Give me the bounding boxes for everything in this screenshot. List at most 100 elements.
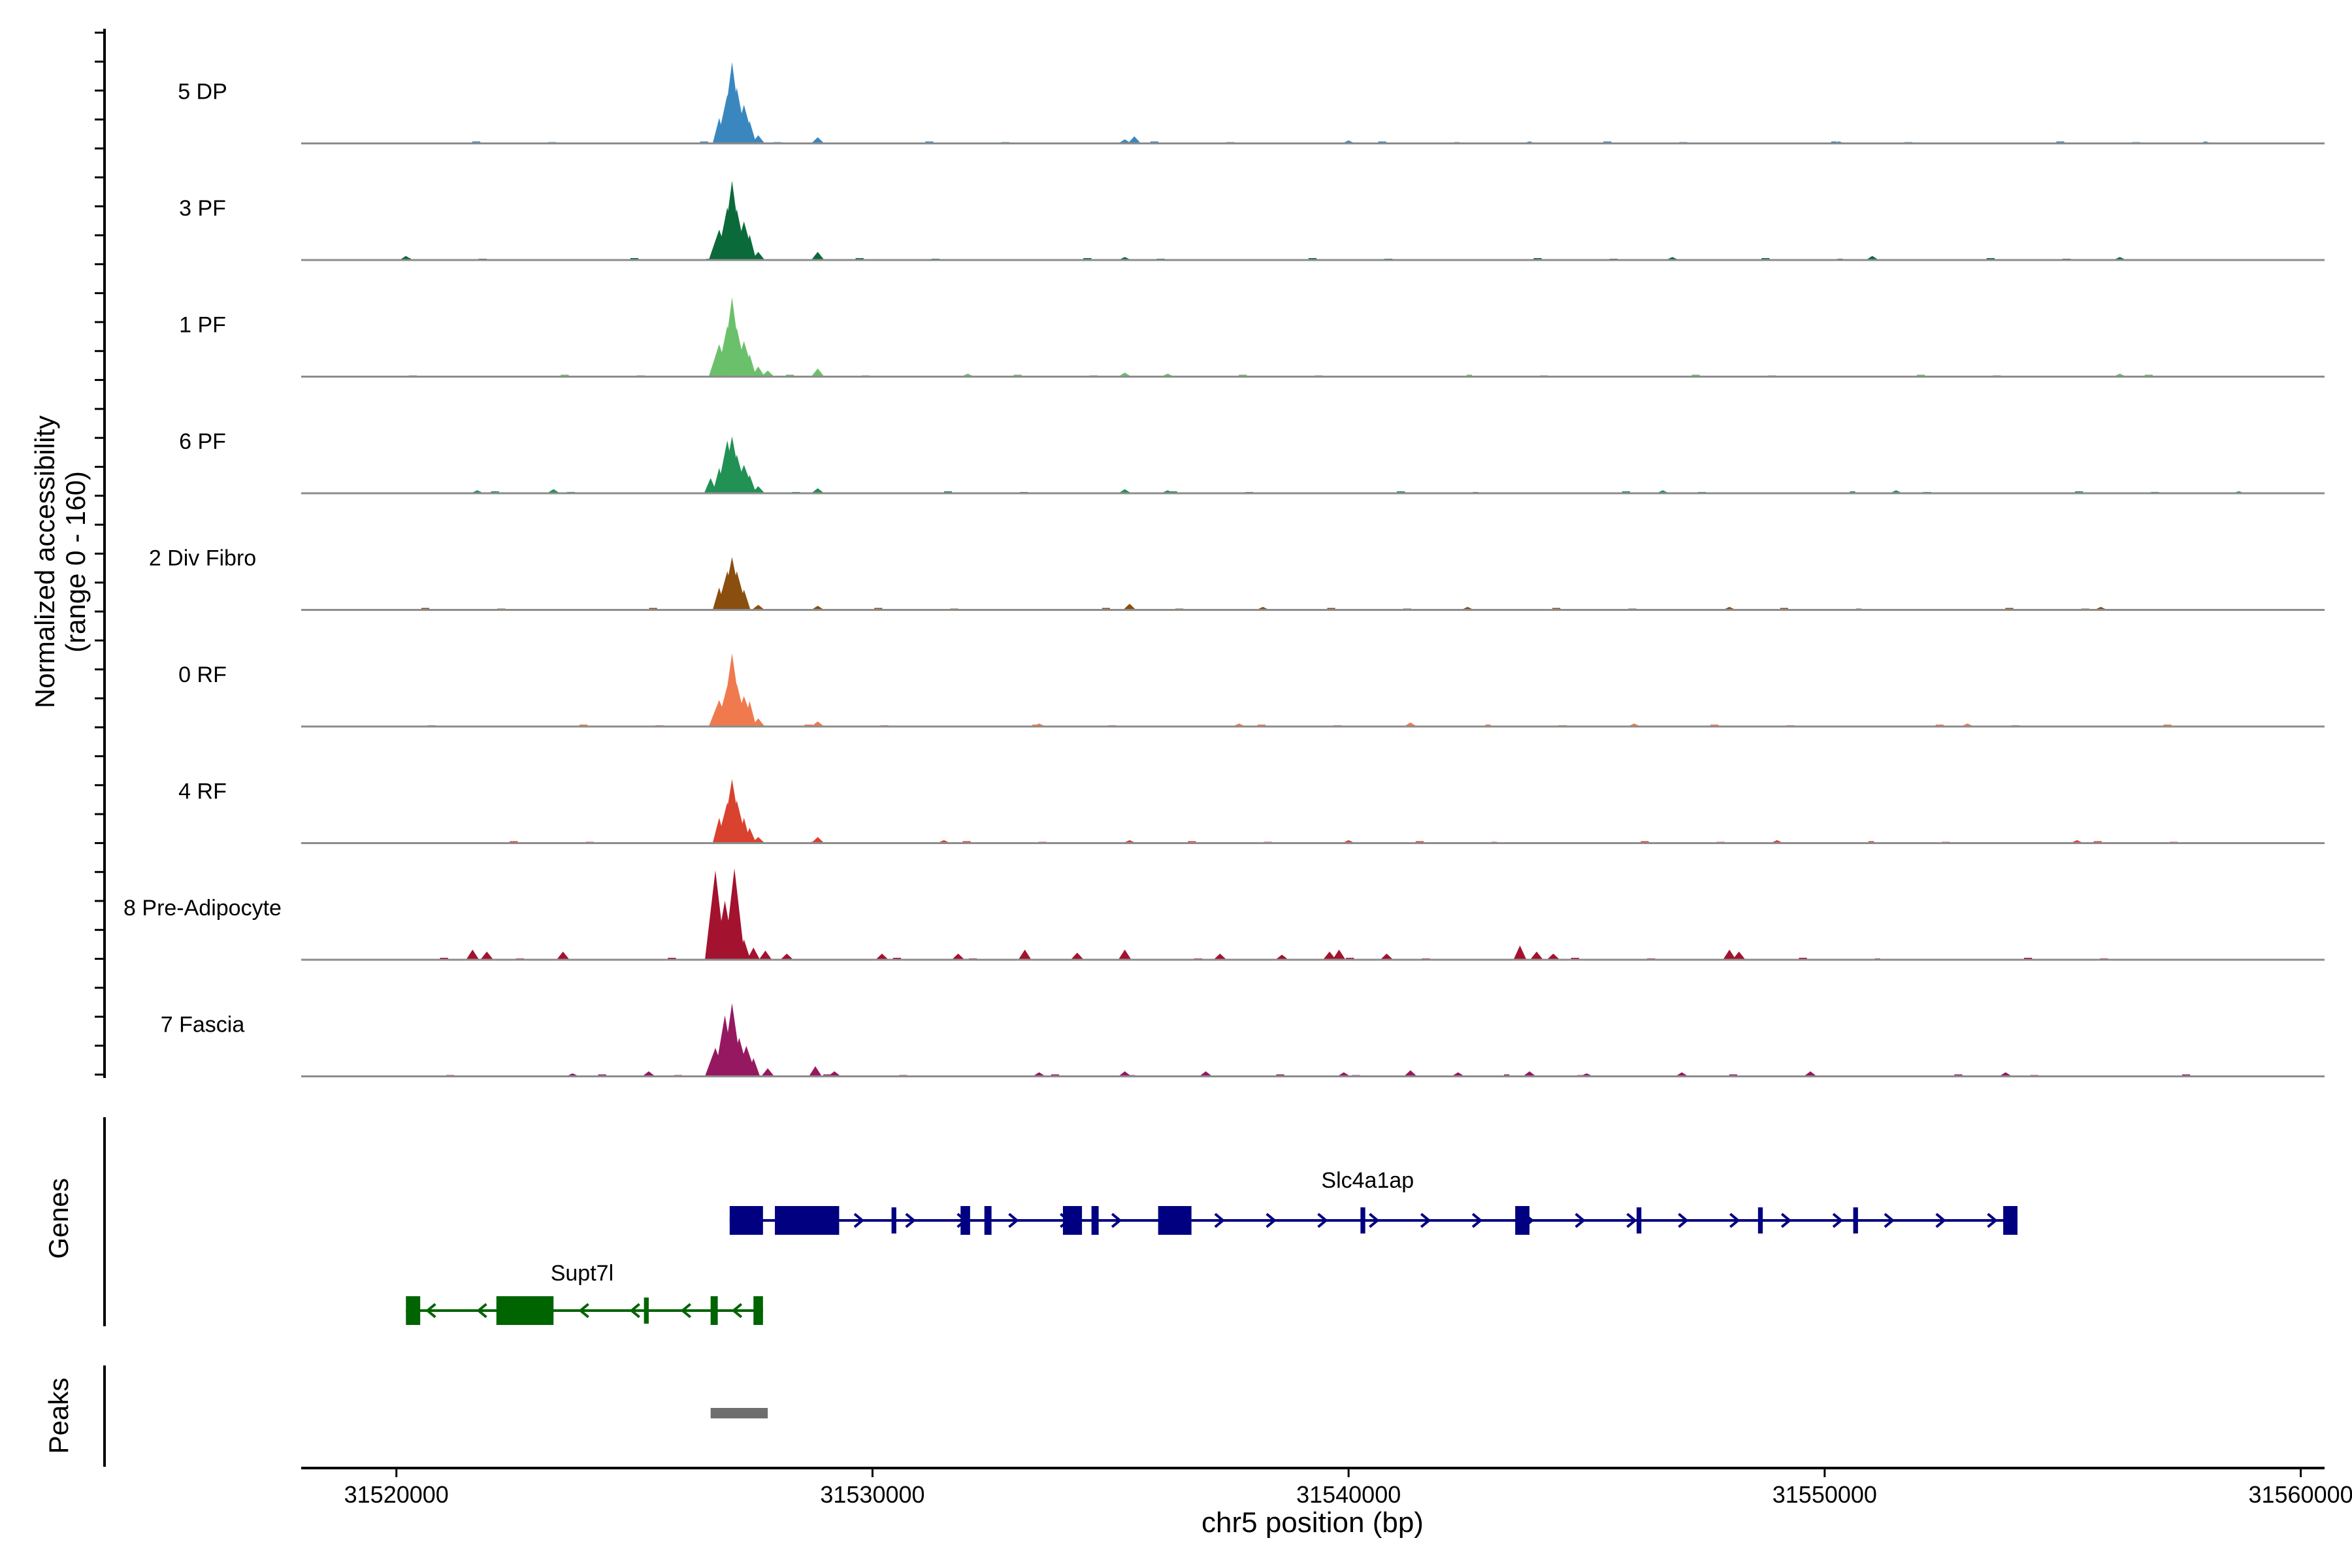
coverage-peak bbox=[1451, 1072, 1465, 1077]
coverage-peak bbox=[1323, 951, 1337, 960]
strand-chevron-icon bbox=[1729, 1213, 1740, 1228]
track-label: 1 PF bbox=[179, 313, 226, 338]
coverage-peak bbox=[751, 486, 765, 493]
coverage-peak bbox=[1380, 953, 1394, 960]
peaks-panel-label: Peaks bbox=[43, 1378, 74, 1454]
coverage-peak bbox=[1275, 955, 1289, 960]
gene-label: Slc4a1ap bbox=[1321, 1168, 1414, 1193]
peak-regions bbox=[710, 1408, 768, 1418]
gene-exon bbox=[891, 1207, 896, 1233]
gene-exon bbox=[775, 1206, 840, 1235]
gene-slc4a1ap: Slc4a1ap bbox=[729, 1168, 2017, 1235]
strand-chevron-icon bbox=[1575, 1213, 1586, 1228]
coverage-peak bbox=[1337, 1072, 1350, 1077]
coverage-peak bbox=[751, 718, 765, 727]
coverage-peak bbox=[761, 370, 775, 377]
coverage-peak bbox=[1032, 1072, 1046, 1077]
coverage-peak bbox=[1128, 136, 1141, 144]
track-7-fascia: 7 Fascia bbox=[161, 1003, 2325, 1077]
strand-chevron-icon bbox=[629, 1303, 640, 1318]
strand-chevron-icon bbox=[578, 1303, 589, 1318]
track-label: 8 Pre-Adipocyte bbox=[123, 896, 282, 921]
coverage-peak bbox=[399, 255, 413, 260]
coverage-peak bbox=[743, 828, 757, 843]
coverage-peak bbox=[743, 475, 757, 493]
strand-chevron-icon bbox=[1111, 1213, 1122, 1228]
track-2-div-fibro: 2 Div Fibro bbox=[149, 546, 2325, 611]
track-label: 2 Div Fibro bbox=[149, 546, 256, 571]
gene-exon bbox=[1637, 1207, 1642, 1233]
coverage-peak bbox=[1118, 1071, 1132, 1077]
peak-region-bar bbox=[710, 1408, 768, 1418]
coverage-peak bbox=[1332, 949, 1346, 960]
coverage-peak bbox=[1523, 1071, 1537, 1077]
track-8-pre-adipocyte: 8 Pre-Adipocyte bbox=[123, 868, 2325, 961]
strand-chevron-icon bbox=[1266, 1213, 1277, 1228]
x-axis-ticks: 31520000 31530000 31540000 31550000 31560000 bbox=[344, 1468, 2352, 1508]
gene-exon bbox=[710, 1296, 718, 1325]
coverage-peak bbox=[1018, 949, 1032, 960]
coverage-peak bbox=[1118, 489, 1132, 493]
strand-chevron-icon bbox=[1471, 1213, 1483, 1228]
gene-exon bbox=[1515, 1206, 1530, 1235]
coverage-peak bbox=[751, 135, 765, 144]
coverage-peak bbox=[743, 121, 757, 144]
coverage-peak bbox=[1803, 1071, 1817, 1077]
track-label: 7 Fascia bbox=[161, 1013, 245, 1037]
strand-chevron-icon bbox=[1626, 1213, 1637, 1228]
track-1-pf: 1 PF bbox=[179, 297, 2325, 378]
strand-chevron-icon bbox=[1369, 1213, 1380, 1228]
strand-chevron-icon bbox=[1678, 1213, 1689, 1228]
gene-exon bbox=[644, 1298, 649, 1324]
coverage-peak bbox=[724, 868, 745, 960]
coverage-peak bbox=[1675, 1072, 1689, 1077]
coverage-peak bbox=[828, 1071, 841, 1077]
track-label: 3 PF bbox=[179, 196, 226, 221]
coverage-peak bbox=[780, 953, 794, 960]
coverage-peak bbox=[480, 951, 494, 960]
gene-exon bbox=[984, 1206, 992, 1235]
track-label: 6 PF bbox=[179, 429, 226, 454]
strand-chevron-icon bbox=[1420, 1213, 1431, 1228]
track-4-rf: 4 RF bbox=[178, 779, 2325, 844]
x-tick-label: 31530000 bbox=[820, 1481, 924, 1508]
coverage-peak bbox=[1865, 255, 1879, 260]
y-axis-label-line2: (range 0 - 160) bbox=[60, 471, 91, 653]
gene-exon bbox=[1091, 1206, 1099, 1235]
strand-chevron-icon bbox=[1008, 1213, 1019, 1228]
coverage-peak bbox=[1213, 953, 1227, 960]
y-axis-label-line1: Normalized accessibility bbox=[29, 416, 60, 708]
coverage-peak bbox=[1118, 372, 1132, 377]
coverage-peak bbox=[747, 1058, 760, 1077]
coverage-peak bbox=[811, 137, 825, 144]
strand-chevron-icon bbox=[1780, 1213, 1792, 1228]
coverage-peak bbox=[1723, 949, 1737, 960]
gene-exon bbox=[729, 1206, 763, 1235]
coverage-peak bbox=[751, 604, 765, 610]
coverage-peak bbox=[743, 235, 757, 260]
gene-label: Supt7l bbox=[551, 1261, 613, 1286]
coverage-peak bbox=[737, 939, 751, 960]
track-label: 0 RF bbox=[178, 662, 227, 687]
track-5-dp: 5 DP bbox=[178, 62, 2325, 144]
strand-chevron-icon bbox=[905, 1213, 916, 1228]
strand-chevron-icon bbox=[680, 1303, 692, 1318]
coverage-peak bbox=[811, 837, 825, 843]
x-axis-label: chr5 position (bp) bbox=[1201, 1507, 1424, 1539]
coverage-peak bbox=[1732, 951, 1746, 960]
coverage-peak bbox=[951, 953, 965, 960]
coverage-peak bbox=[751, 252, 765, 260]
track-label: 5 DP bbox=[178, 80, 227, 105]
gene-exon bbox=[960, 1206, 970, 1235]
coverage-peak bbox=[811, 721, 825, 727]
strand-chevron-icon bbox=[1935, 1213, 1946, 1228]
x-tick-label: 31520000 bbox=[344, 1481, 449, 1508]
coverage-peak bbox=[1529, 951, 1543, 960]
coverage-peak bbox=[875, 953, 889, 960]
strand-chevron-icon bbox=[425, 1303, 436, 1318]
strand-chevron-icon bbox=[1832, 1213, 1844, 1228]
gene-exon bbox=[496, 1296, 554, 1325]
coverage-peak bbox=[1122, 604, 1136, 610]
coverage-peak bbox=[1403, 722, 1417, 727]
strand-chevron-icon bbox=[1317, 1213, 1328, 1228]
